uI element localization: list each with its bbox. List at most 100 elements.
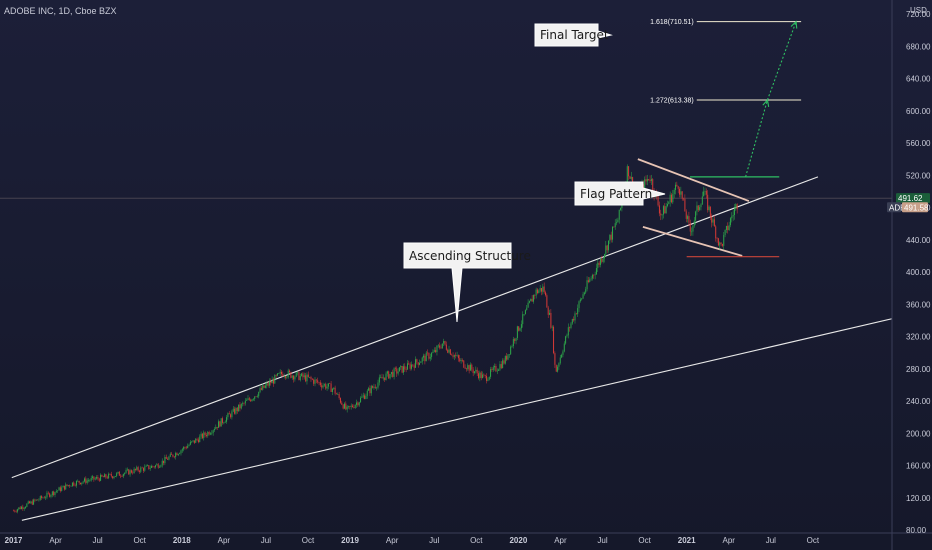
candle-body bbox=[180, 450, 182, 454]
candle-body bbox=[157, 464, 159, 468]
candle-body bbox=[499, 364, 501, 370]
candle-body bbox=[177, 453, 179, 456]
y-tick-label: 520.00 bbox=[906, 171, 931, 180]
callout-flag-pattern-text: Flag Pattern bbox=[580, 187, 652, 201]
x-tick-label: Jul bbox=[92, 536, 102, 545]
candle-body bbox=[12, 510, 14, 512]
candle-body bbox=[53, 491, 55, 495]
candle-body bbox=[708, 206, 710, 211]
candle-body bbox=[389, 374, 391, 379]
candle-body bbox=[338, 394, 340, 399]
candle-body bbox=[291, 375, 293, 378]
candle-body bbox=[402, 366, 404, 373]
candle-body bbox=[523, 314, 525, 315]
candle-body bbox=[526, 307, 528, 311]
candle-body bbox=[246, 400, 248, 401]
candle-body bbox=[605, 245, 607, 255]
candle-body bbox=[437, 345, 439, 347]
candle-body bbox=[196, 438, 198, 440]
candle-body bbox=[419, 362, 421, 365]
candle-body bbox=[468, 365, 470, 371]
candle-body bbox=[138, 470, 140, 472]
candle-body bbox=[703, 191, 705, 197]
candle-body bbox=[378, 377, 380, 383]
candle-body bbox=[325, 384, 327, 389]
candle-body bbox=[555, 364, 557, 372]
x-tick-label: Apr bbox=[218, 536, 231, 545]
candle-body bbox=[441, 343, 443, 349]
candle-body bbox=[169, 453, 171, 457]
candle-body bbox=[66, 484, 68, 486]
candle-body bbox=[527, 302, 529, 308]
y-tick-label: 80.00 bbox=[906, 526, 927, 535]
x-tick-label: Oct bbox=[470, 536, 483, 545]
candle-body bbox=[612, 226, 614, 240]
y-tick-label: 280.00 bbox=[906, 365, 931, 374]
candle-body bbox=[327, 383, 329, 387]
candle-body bbox=[247, 398, 249, 401]
candle-body bbox=[287, 370, 289, 377]
candle-body bbox=[681, 191, 683, 199]
candle-body bbox=[444, 341, 446, 345]
candle-body bbox=[236, 407, 238, 412]
candle-body bbox=[212, 430, 214, 433]
candle-body bbox=[314, 379, 316, 384]
candle-body bbox=[669, 194, 671, 202]
candle-body bbox=[352, 405, 354, 408]
candle-body bbox=[443, 341, 445, 344]
candle-body bbox=[297, 372, 299, 373]
candle-body bbox=[333, 387, 335, 389]
candle-body bbox=[463, 360, 465, 368]
candle-body bbox=[272, 379, 274, 384]
candle-body bbox=[409, 364, 411, 369]
candle-body bbox=[500, 364, 502, 369]
candle-body bbox=[447, 349, 449, 353]
candle-body bbox=[423, 355, 425, 358]
candle-body bbox=[601, 258, 603, 262]
candle-body bbox=[38, 499, 40, 501]
candle-body bbox=[410, 364, 412, 369]
candle-body bbox=[94, 478, 96, 480]
candle-body bbox=[617, 219, 619, 223]
candle-body bbox=[134, 468, 136, 470]
candle-body bbox=[322, 385, 324, 388]
candle-body bbox=[63, 485, 65, 490]
candle-body bbox=[343, 403, 345, 409]
trendline-ascending-upper bbox=[11, 176, 819, 479]
x-tick-label: Apr bbox=[554, 536, 567, 545]
candle-body bbox=[41, 496, 43, 498]
candle-body bbox=[282, 374, 284, 377]
candle-body bbox=[732, 214, 734, 217]
candle-body bbox=[413, 365, 415, 368]
candle-body bbox=[228, 413, 230, 415]
candle-body bbox=[692, 225, 694, 232]
candle-body bbox=[339, 398, 341, 403]
candle-body bbox=[559, 357, 561, 364]
candle-body bbox=[613, 226, 615, 228]
candle-body bbox=[608, 240, 610, 251]
candle-body bbox=[323, 384, 325, 386]
x-tick-label: Jul bbox=[766, 536, 776, 545]
candle-body bbox=[595, 268, 597, 275]
candle-body bbox=[488, 376, 490, 380]
candle-body bbox=[492, 367, 494, 370]
candle-body bbox=[220, 418, 222, 427]
candle-body bbox=[350, 405, 352, 407]
candle-body bbox=[377, 382, 379, 388]
candle-body bbox=[318, 382, 320, 384]
candle-body bbox=[193, 440, 195, 443]
candle-body bbox=[610, 234, 612, 240]
candle-body bbox=[455, 355, 457, 356]
candle-body bbox=[252, 398, 254, 400]
candle-body bbox=[388, 371, 390, 379]
candle-body bbox=[551, 326, 553, 328]
candle-body bbox=[731, 216, 733, 219]
candle-body bbox=[227, 413, 229, 418]
candle-body bbox=[117, 471, 119, 474]
y-tick-label: 320.00 bbox=[906, 333, 931, 342]
candle-body bbox=[465, 368, 467, 370]
candle-body bbox=[275, 375, 277, 376]
candle-body bbox=[475, 369, 477, 372]
candle-body bbox=[307, 374, 309, 378]
